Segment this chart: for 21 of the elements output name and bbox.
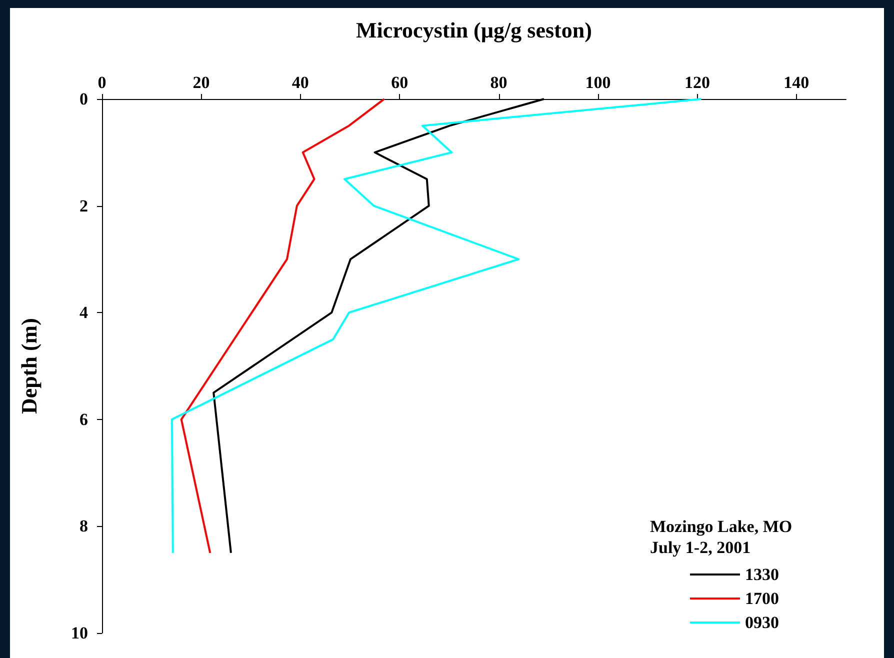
y-tick-label: 2	[80, 196, 88, 216]
legend-label: 1330	[745, 565, 779, 584]
y-tick-label: 6	[80, 410, 88, 429]
y-axis-title: Depth (m)	[16, 318, 42, 414]
x-tick-label: 0	[98, 73, 106, 92]
x-tick-label: 20	[192, 73, 210, 92]
y-tick-label: 8	[80, 516, 88, 536]
y-tick-label: 10	[71, 624, 88, 642]
x-tick-label: 140	[784, 73, 810, 92]
x-tick-label: 120	[684, 73, 710, 92]
x-tick-label: 40	[292, 73, 309, 92]
x-tick-label: 80	[490, 73, 508, 92]
line-series	[180, 98, 386, 554]
x-axis-title: Microcystin (µg/g seston)	[356, 18, 592, 42]
x-tick-label: 60	[391, 73, 408, 92]
x-tick-label: 100	[585, 73, 611, 92]
legend-label: 0930	[745, 613, 779, 632]
legend-title: Mozingo Lake, MO July 1-2, 2001	[650, 517, 792, 557]
y-tick-label: 0	[80, 90, 88, 108]
y-tick-label: 4	[80, 303, 88, 322]
legend-label: 1700	[745, 589, 779, 608]
